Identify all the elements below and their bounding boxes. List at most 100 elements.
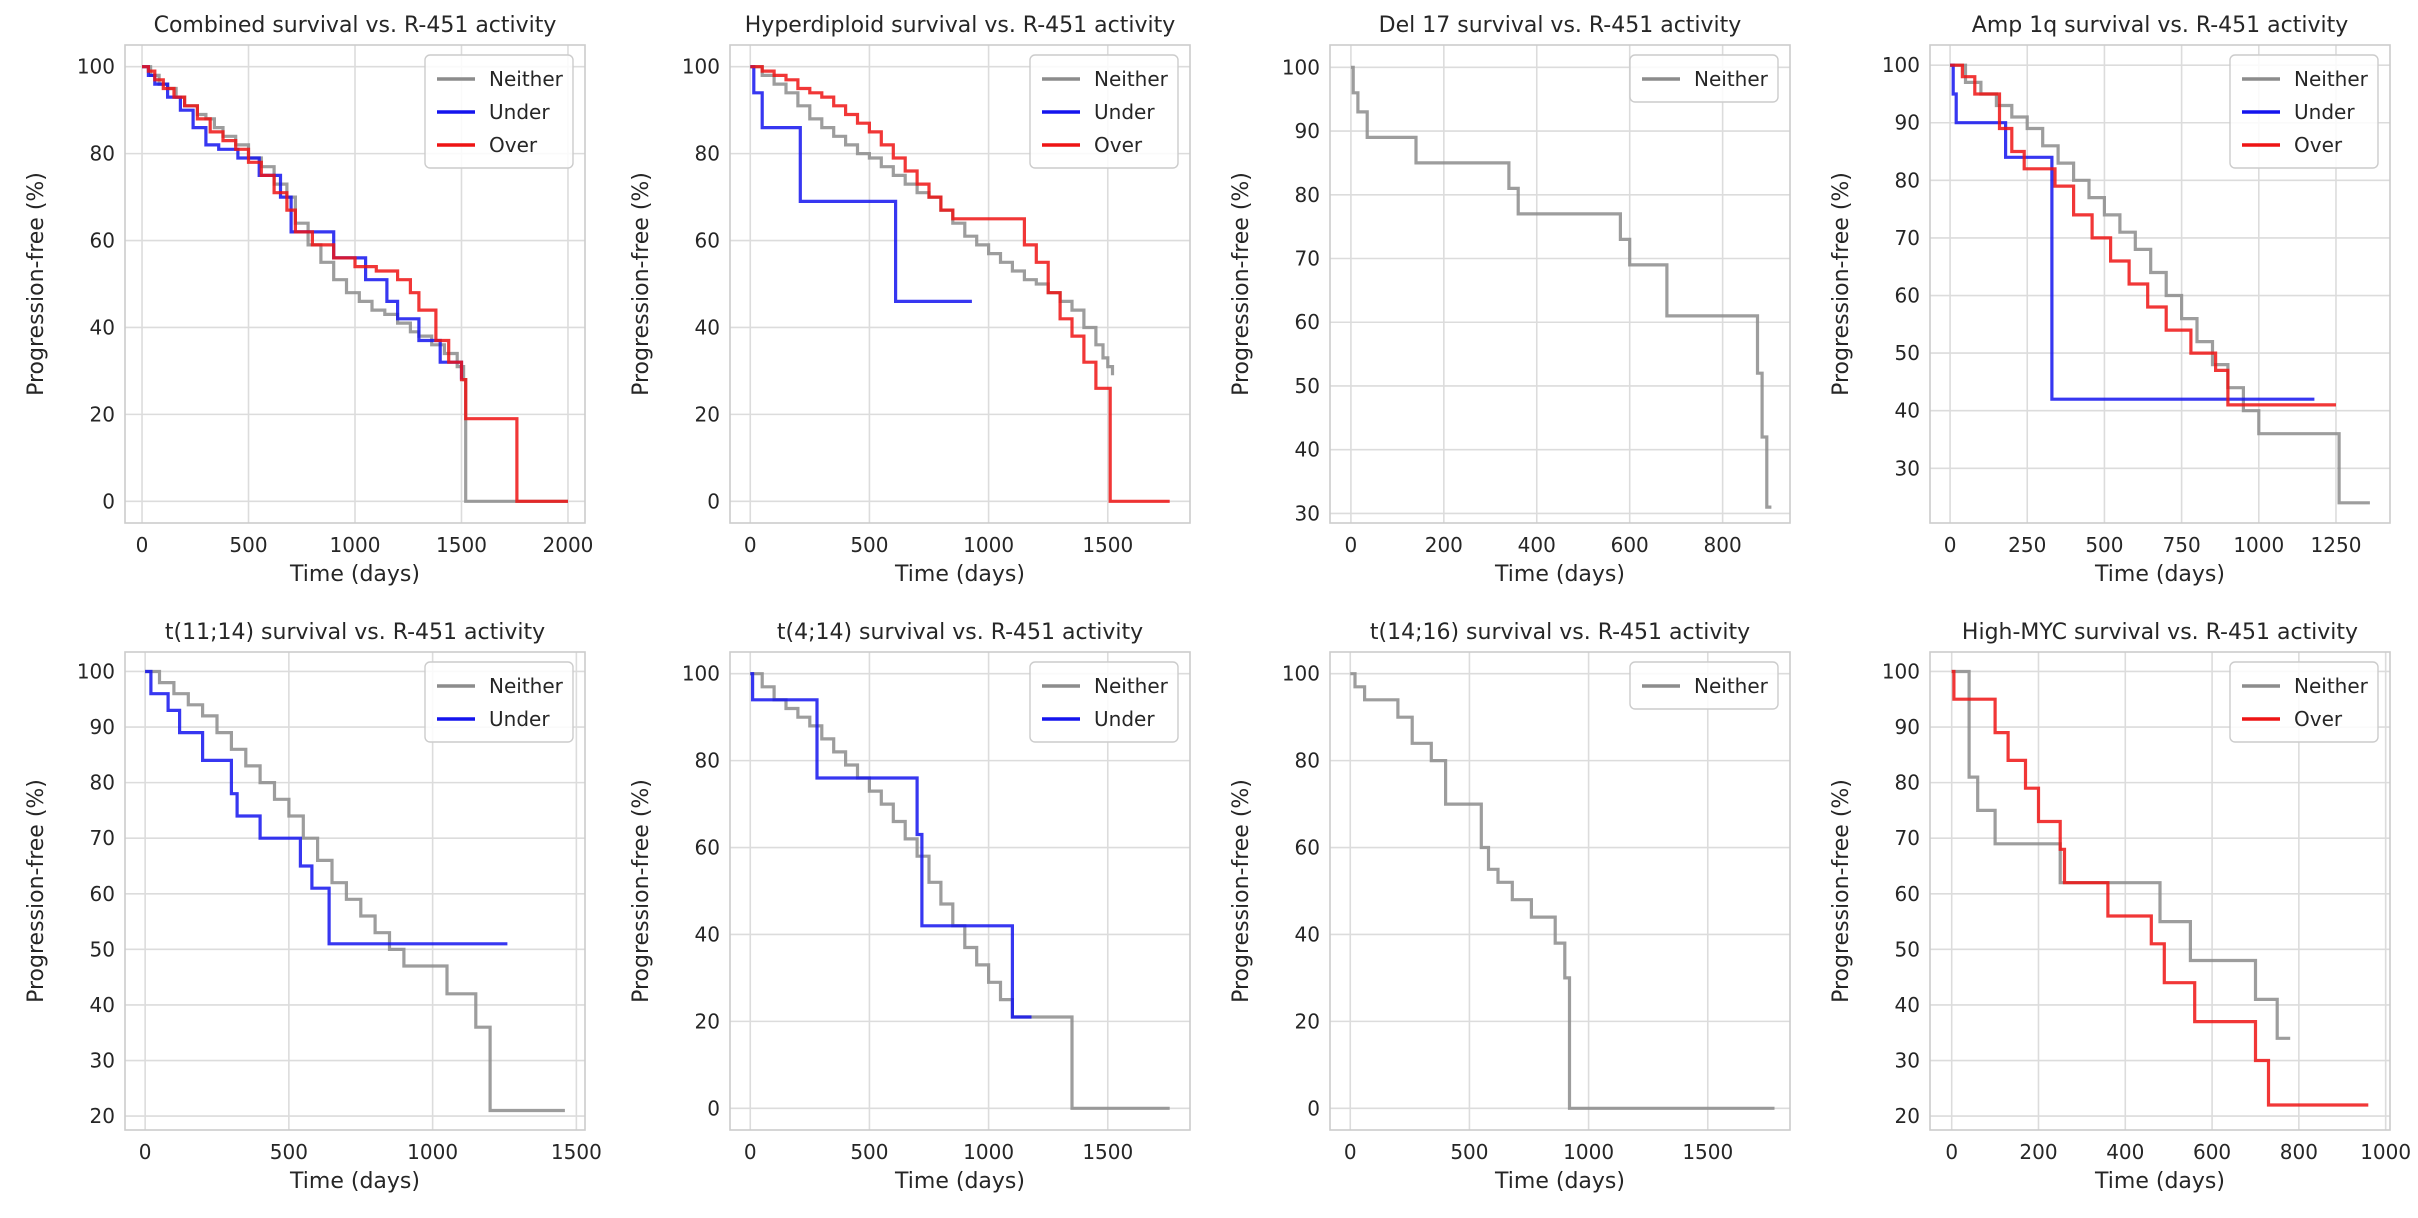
legend-label: Over (489, 133, 538, 157)
x-axis-label: Time (days) (2094, 1169, 2225, 1194)
legend-label: Under (1094, 100, 1155, 124)
legend-box (424, 661, 574, 743)
y-axis-label: Progression-free (%) (1829, 779, 1854, 1003)
y-tick-label: 90 (1295, 119, 1320, 143)
x-tick-label: 200 (1425, 533, 1463, 557)
y-tick-label: 20 (695, 402, 720, 426)
legend-label: Under (489, 707, 550, 731)
panel-5: 0 500 1000 1500 20 30 40 50 60 70 80 90 100 t(11;14) … (24, 620, 602, 1194)
x-axis-label: Time (days) (1494, 562, 1625, 587)
y-tick-label: 100 (1882, 659, 1920, 683)
y-tick-label: 50 (1895, 341, 1920, 365)
x-tick-label: 800 (1704, 533, 1742, 557)
x-tick-label: 0 (744, 1140, 757, 1164)
y-tick-label: 60 (1295, 310, 1320, 334)
x-tick-label: 500 (270, 1140, 308, 1164)
series-line-neither (1350, 672, 1775, 1110)
y-tick-label: 70 (1295, 247, 1320, 271)
y-tick-label: 0 (707, 489, 720, 513)
y-tick-label: 20 (1895, 1104, 1920, 1128)
x-tick-label: 600 (2193, 1140, 2231, 1164)
y-tick-label: 60 (90, 229, 115, 253)
y-axis-label: Progression-free (%) (1229, 172, 1254, 396)
y-tick-label: 0 (1307, 1096, 1320, 1120)
legend: Neither Under Over (1029, 54, 1179, 169)
y-tick-label: 100 (77, 55, 115, 79)
x-tick-label: 0 (1344, 1140, 1357, 1164)
axes-frame (1329, 44, 1791, 524)
y-tick-label: 60 (1895, 882, 1920, 906)
y-tick-label: 40 (1295, 438, 1320, 462)
y-tick-label: 40 (90, 315, 115, 339)
y-tick-label: 70 (1895, 826, 1920, 850)
y-tick-label: 100 (682, 55, 720, 79)
series-line-under (750, 672, 1032, 1019)
legend-box (424, 54, 574, 169)
series-line-under (145, 669, 508, 946)
y-tick-label: 80 (695, 749, 720, 773)
x-tick-label: 500 (850, 533, 888, 557)
legend-box (1629, 54, 1779, 103)
y-axis-label: Progression-free (%) (629, 172, 654, 396)
panel-1: 0 500 1000 1500 2000 0 20 40 60 80 100 Combined sur… (24, 13, 593, 587)
axes-frame (1329, 651, 1791, 1131)
x-tick-label: 1500 (551, 1140, 602, 1164)
x-tick-label: 2000 (543, 533, 594, 557)
y-tick-label: 100 (1282, 55, 1320, 79)
legend-label: Under (1094, 707, 1155, 731)
y-tick-label: 90 (1895, 111, 1920, 135)
series-line-neither (1350, 65, 1772, 509)
series-line-under (750, 65, 972, 303)
legend-label: Neither (2294, 674, 2369, 698)
chart-title: Amp 1q survival vs. R-451 activity (1972, 13, 2348, 38)
y-tick-label: 60 (695, 836, 720, 860)
x-tick-label: 1250 (2311, 533, 2362, 557)
chart-title: t(4;14) survival vs. R-451 activity (777, 620, 1143, 645)
y-tick-label: 80 (1895, 771, 1920, 795)
legend-label: Over (2294, 133, 2343, 157)
y-tick-label: 50 (1895, 937, 1920, 961)
y-tick-label: 30 (90, 1049, 115, 1073)
legend-box (2229, 54, 2379, 169)
x-tick-label: 0 (744, 533, 757, 557)
chart-title: Del 17 survival vs. R-451 activity (1379, 13, 1742, 38)
x-axis-label: Time (days) (894, 1169, 1025, 1194)
y-tick-label: 20 (90, 402, 115, 426)
x-tick-label: 1500 (436, 533, 487, 557)
x-tick-label: 200 (2019, 1140, 2057, 1164)
series-line-under (1950, 63, 2315, 401)
chart-title: Hyperdiploid survival vs. R-451 activity (745, 13, 1175, 38)
x-tick-label: 1000 (1563, 1140, 1614, 1164)
x-tick-label: 1000 (330, 533, 381, 557)
x-axis-label: Time (days) (289, 562, 420, 587)
y-axis-label: Progression-free (%) (1829, 172, 1854, 396)
x-tick-label: 1000 (963, 533, 1014, 557)
y-tick-label: 30 (1895, 456, 1920, 480)
x-tick-label: 800 (2280, 1140, 2318, 1164)
x-tick-label: 0 (139, 1140, 152, 1164)
x-tick-label: 1500 (1682, 1140, 1733, 1164)
x-tick-label: 1000 (963, 1140, 1014, 1164)
y-tick-label: 50 (90, 937, 115, 961)
y-axis-label: Progression-free (%) (24, 172, 49, 396)
y-tick-label: 80 (1295, 183, 1320, 207)
y-tick-label: 80 (90, 142, 115, 166)
legend: Neither Over (2229, 661, 2379, 743)
axes-frame (1929, 44, 2391, 524)
x-tick-label: 0 (1944, 533, 1957, 557)
y-tick-label: 100 (77, 659, 115, 683)
y-tick-label: 40 (695, 315, 720, 339)
legend-label: Neither (1094, 674, 1169, 698)
x-tick-label: 500 (850, 1140, 888, 1164)
legend-label: Neither (489, 674, 564, 698)
legend-label: Neither (1694, 674, 1769, 698)
y-tick-label: 80 (1895, 168, 1920, 192)
y-tick-label: 80 (90, 771, 115, 795)
y-tick-label: 50 (1295, 374, 1320, 398)
y-tick-label: 70 (90, 826, 115, 850)
y-tick-label: 40 (1895, 993, 1920, 1017)
panel-7: 0 500 1000 1500 0 20 40 60 80 100 t(14;16) surviva… (1229, 620, 1791, 1194)
x-tick-label: 400 (2106, 1140, 2144, 1164)
y-tick-label: 100 (682, 662, 720, 686)
axes-frame (729, 651, 1191, 1131)
